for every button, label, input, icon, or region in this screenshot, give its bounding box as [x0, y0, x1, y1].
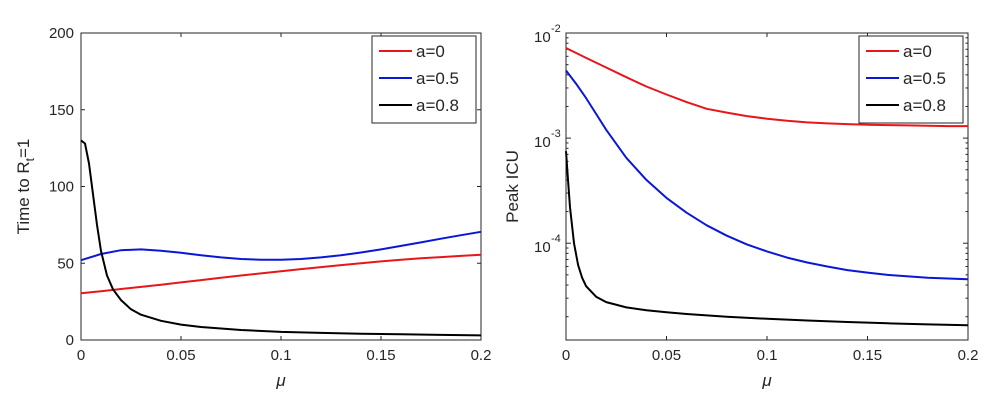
- legend-label: a=0.5: [416, 69, 459, 88]
- y-tick-label-base: 10: [534, 29, 551, 46]
- y-axis-label: Time to Rt=1: [14, 139, 37, 235]
- y-axis-label-main: Time to R: [14, 161, 33, 234]
- x-tick-label: 0.15: [366, 347, 395, 364]
- x-tick-label: 0.1: [757, 347, 778, 364]
- y-tick-label: 0: [66, 332, 74, 349]
- y-tick-label-base: 10: [534, 134, 551, 151]
- y-axis-label-tail: =1: [14, 139, 33, 158]
- y-tick-label: 10 -2: [534, 23, 561, 46]
- legend-label: a=0.5: [903, 69, 946, 88]
- y-tick-label: 100: [49, 179, 74, 196]
- series-line-a=0.8: [80, 139, 482, 337]
- y-axis-label: Peak ICU: [503, 150, 522, 223]
- y-tick-label: 10 -4: [534, 233, 561, 256]
- x-axis-label: μ: [761, 371, 772, 390]
- series-line-a=0: [80, 253, 482, 295]
- legend-label: a=0: [416, 42, 445, 61]
- y-tick-label-exponent: -2: [551, 23, 561, 35]
- y-tick-label-exponent: -4: [551, 233, 561, 245]
- series-line-a=0.8: [565, 151, 969, 327]
- x-tick-label: 0.2: [471, 347, 492, 364]
- legend-label: a=0.8: [416, 96, 459, 115]
- x-tick-label: 0.2: [958, 347, 979, 364]
- y-tick-label: 50: [57, 255, 74, 272]
- y-tick-label-base: 10: [534, 239, 551, 256]
- left-panel-time-to-rt: 0 0.05 0.1 0.15 0.2 0 50 100 150 200 Time to Rt=1 μ…: [14, 25, 491, 390]
- x-tick-label: 0.05: [652, 347, 681, 364]
- x-axis-label: μ: [275, 371, 286, 390]
- series-line-a=0: [565, 47, 968, 128]
- legend-label: a=0: [903, 42, 932, 61]
- x-tick-label: 0.15: [853, 347, 882, 364]
- x-tick-label: 0: [77, 347, 85, 364]
- y-tick-label-exponent: -3: [551, 128, 561, 140]
- y-tick-label: 200: [49, 25, 74, 42]
- y-tick-label: 10 -3: [534, 128, 561, 151]
- series-line-a=0.5: [80, 230, 482, 262]
- series-line-a=0.5: [565, 69, 969, 281]
- legend-label: a=0.8: [903, 96, 946, 115]
- x-tick-label: 0: [562, 347, 570, 364]
- y-axis-label-subscript: t: [23, 157, 37, 161]
- x-tick-label: 0.1: [271, 347, 292, 364]
- x-tick-label: 0.05: [166, 347, 195, 364]
- y-tick-label: 150: [49, 102, 74, 119]
